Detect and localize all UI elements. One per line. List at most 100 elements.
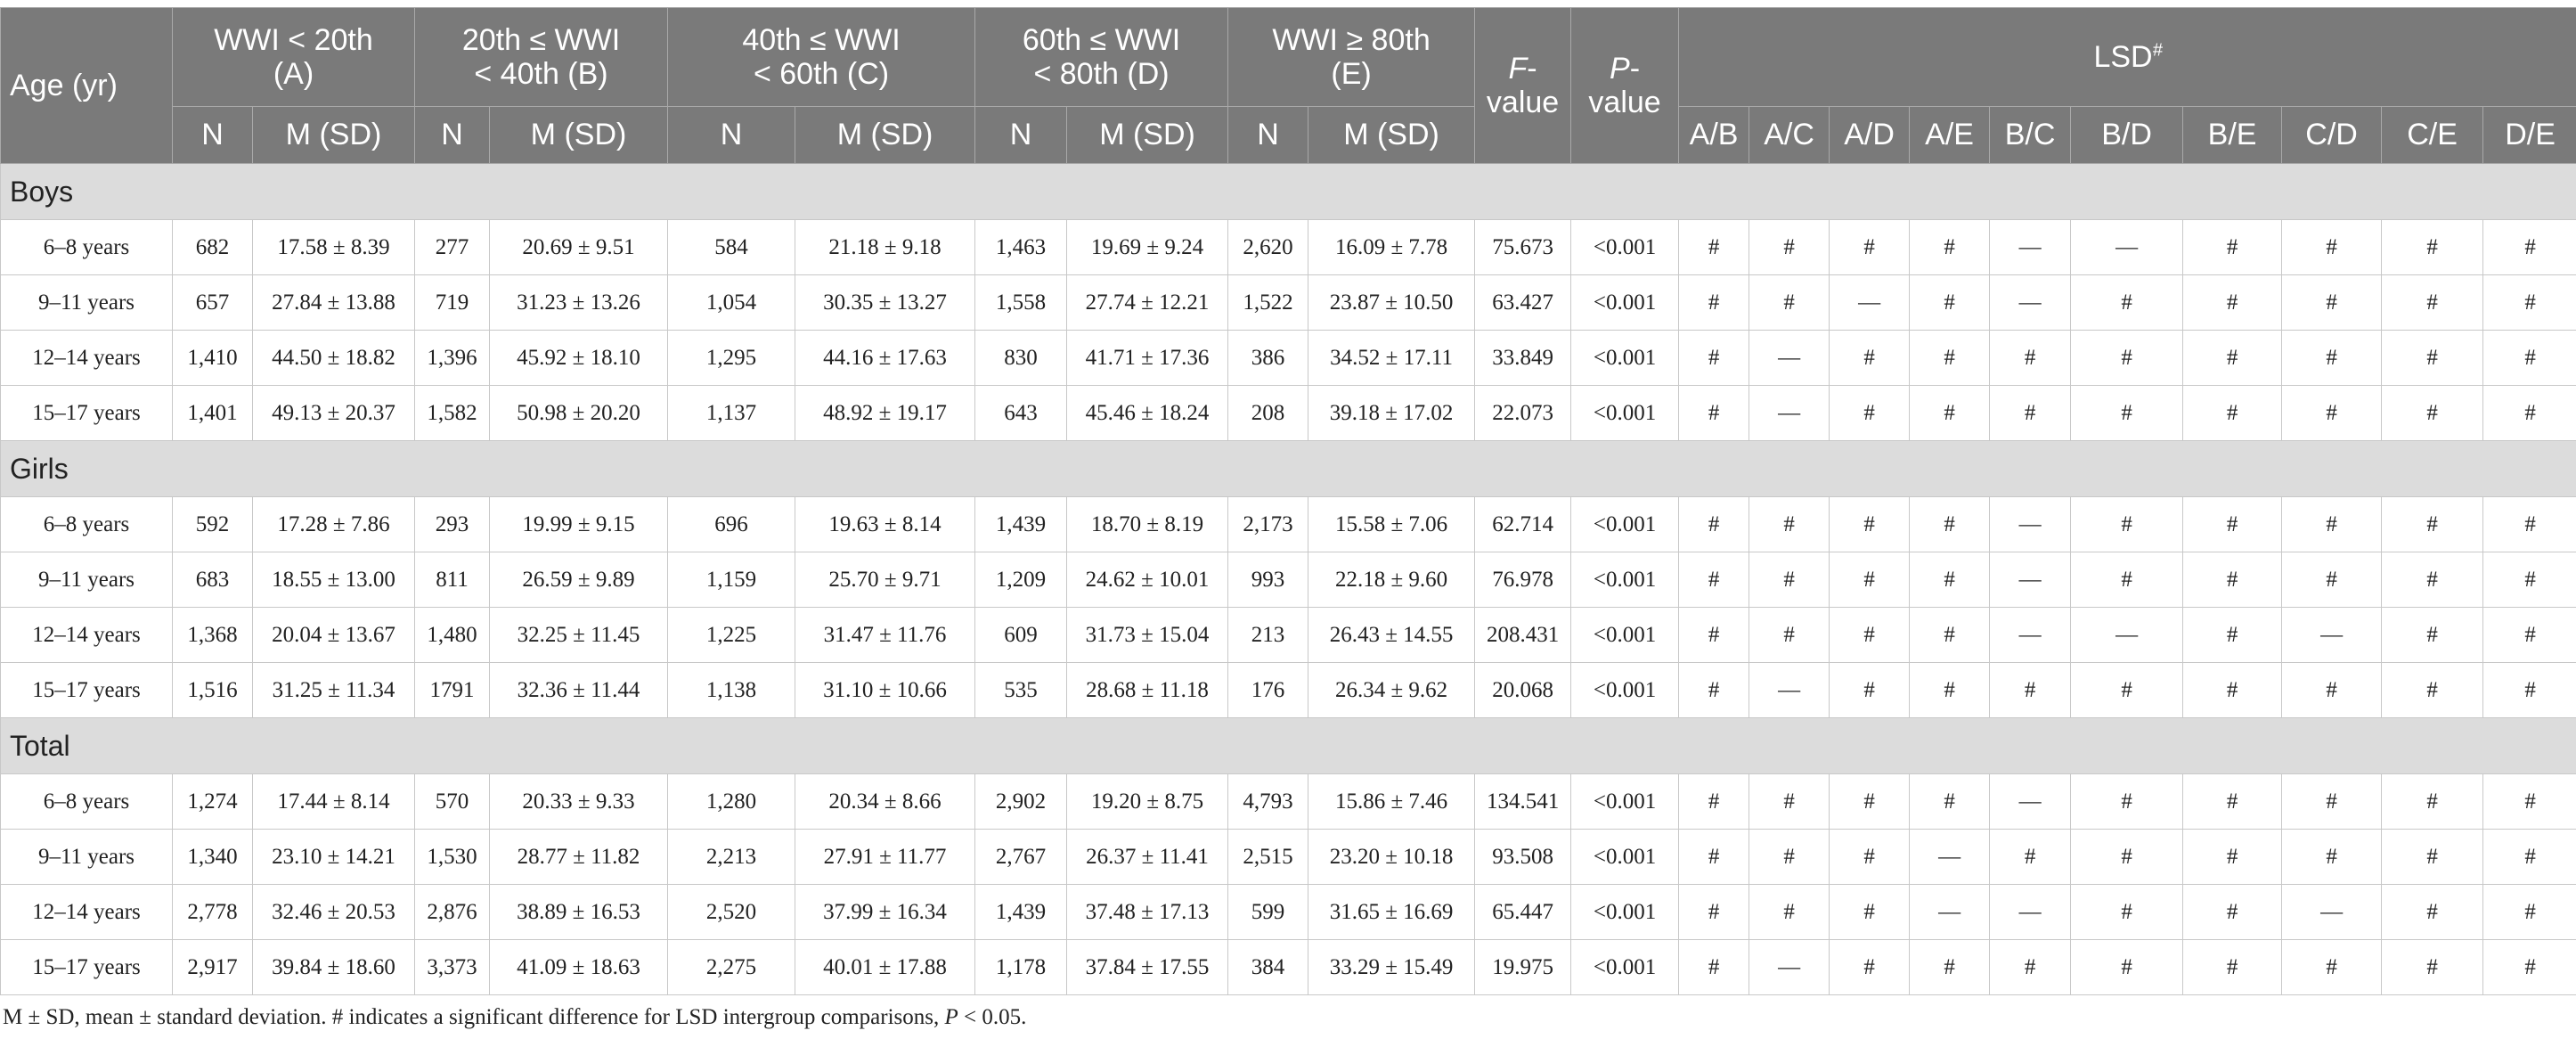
n-cell: 811	[414, 552, 490, 608]
lsd-cell: #	[2070, 330, 2184, 386]
lsd-cell: #	[1749, 884, 1830, 940]
lsd-cell: #	[2381, 939, 2484, 995]
header-comparison: B/D	[2070, 106, 2184, 164]
header-group-2: 40th ≤ WWI < 60th (C)	[667, 7, 976, 107]
lsd-cell: #	[2381, 219, 2484, 275]
table-row: 15–17 years 2,917 39.84 ± 18.60 3,373 41.09 …	[0, 939, 2576, 995]
msd-cell: 24.62 ± 10.01	[1066, 552, 1229, 608]
lsd-cell: —	[1909, 829, 1991, 885]
table-row: 6–8 years 1,274 17.44 ± 8.14 570 20.33 ± 9.3…	[0, 773, 2576, 830]
msd-cell: 15.58 ± 7.06	[1308, 496, 1476, 552]
msd-cell: 50.98 ± 20.20	[488, 385, 669, 441]
msd-cell: 31.10 ± 10.66	[795, 662, 976, 718]
n-cell: 683	[172, 552, 253, 608]
n-cell: 2,902	[974, 773, 1068, 830]
lsd-cell: —	[1989, 274, 2072, 331]
lsd-cell: #	[2281, 939, 2383, 995]
lsd-cell: #	[2281, 552, 2383, 608]
lsd-cell: #	[1829, 552, 1911, 608]
lsd-cell: #	[1749, 219, 1830, 275]
p-value-cell: <0.001	[1570, 884, 1680, 940]
p-value-cell: <0.001	[1570, 496, 1680, 552]
msd-cell: 22.18 ± 9.60	[1308, 552, 1476, 608]
p-value-cell: <0.001	[1570, 939, 1680, 995]
msd-cell: 15.86 ± 7.46	[1308, 773, 1476, 830]
n-cell: 1,516	[172, 662, 253, 718]
n-cell: 1,138	[667, 662, 796, 718]
lsd-cell: #	[1829, 829, 1911, 885]
n-cell: 1,558	[974, 274, 1068, 331]
msd-cell: 17.58 ± 8.39	[252, 219, 415, 275]
header-comparison: B/E	[2182, 106, 2283, 164]
msd-cell: 37.84 ± 17.55	[1066, 939, 1229, 995]
msd-cell: 19.99 ± 9.15	[488, 496, 669, 552]
n-cell: 2,173	[1227, 496, 1309, 552]
lsd-cell: #	[2070, 884, 2184, 940]
lsd-cell: #	[2482, 773, 2576, 830]
p-value-cell: <0.001	[1570, 773, 1680, 830]
lsd-cell: #	[2070, 552, 2184, 608]
lsd-cell: #	[1749, 552, 1830, 608]
header-p-rest: -value	[1588, 52, 1661, 119]
msd-cell: 19.69 ± 9.24	[1066, 219, 1229, 275]
lsd-cell: —	[2281, 607, 2383, 663]
age-cell: 6–8 years	[0, 773, 173, 830]
n-cell: 384	[1227, 939, 1309, 995]
lsd-cell: #	[2381, 662, 2484, 718]
f-value-cell: 20.068	[1474, 662, 1572, 718]
header-p-italic: P	[1610, 52, 1630, 86]
lsd-cell: —	[1749, 662, 1830, 718]
header-msd: M (SD)	[795, 106, 976, 164]
header-group-line2: (A)	[273, 57, 314, 91]
header-group-line1: 20th ≤ WWI	[461, 23, 621, 57]
table-row: 12–14 years 1,368 20.04 ± 13.67 1,480 32.25 …	[0, 607, 2576, 663]
lsd-cell: #	[1829, 773, 1911, 830]
n-cell: 3,373	[414, 939, 490, 995]
lsd-cell: #	[2182, 884, 2283, 940]
msd-cell: 32.25 ± 11.45	[488, 607, 669, 663]
msd-cell: 39.84 ± 18.60	[252, 939, 415, 995]
lsd-cell: —	[1989, 607, 2072, 663]
p-value-cell: <0.001	[1570, 552, 1680, 608]
msd-cell: 27.74 ± 12.21	[1066, 274, 1229, 331]
f-value-cell: 208.431	[1474, 607, 1572, 663]
n-cell: 599	[1227, 884, 1309, 940]
lsd-cell: #	[1909, 773, 1991, 830]
msd-cell: 26.59 ± 9.89	[488, 552, 669, 608]
header-group-line2: (E)	[1331, 57, 1372, 91]
msd-cell: 28.77 ± 11.82	[488, 829, 669, 885]
msd-cell: 23.20 ± 10.18	[1308, 829, 1476, 885]
msd-cell: 27.84 ± 13.88	[252, 274, 415, 331]
header-group-line1: 40th ≤ WWI	[742, 23, 901, 57]
msd-cell: 41.71 ± 17.36	[1066, 330, 1229, 386]
n-cell: 535	[974, 662, 1068, 718]
header-group-line2: < 40th (B)	[474, 57, 608, 91]
n-cell: 1,225	[667, 607, 796, 663]
msd-cell: 32.36 ± 11.44	[488, 662, 669, 718]
lsd-cell: #	[1678, 607, 1750, 663]
n-cell: 1,439	[974, 884, 1068, 940]
table-row: 15–17 years 1,401 49.13 ± 20.37 1,582 50.98 …	[0, 385, 2576, 441]
header-msd: M (SD)	[1308, 106, 1476, 164]
header-group-line1: 60th ≤ WWI	[1022, 23, 1181, 57]
f-value-cell: 93.508	[1474, 829, 1572, 885]
lsd-cell: #	[2281, 385, 2383, 441]
lsd-cell: #	[2182, 496, 2283, 552]
table-row: 9–11 years 683 18.55 ± 13.00 811 26.59 ± 9.8…	[0, 552, 2576, 608]
n-cell: 1,209	[974, 552, 1068, 608]
lsd-cell: #	[2482, 829, 2576, 885]
msd-cell: 31.47 ± 11.76	[795, 607, 976, 663]
n-cell: 176	[1227, 662, 1309, 718]
footnote-tail: < 0.05.	[958, 1005, 1027, 1029]
n-cell: 213	[1227, 607, 1309, 663]
section-label: Girls	[0, 440, 2576, 497]
lsd-cell: #	[2482, 552, 2576, 608]
header-lsd-sup: #	[2152, 40, 2163, 61]
lsd-cell: #	[2281, 330, 2383, 386]
section-row: Total	[0, 717, 2576, 774]
n-cell: 1,582	[414, 385, 490, 441]
n-cell: 386	[1227, 330, 1309, 386]
table-row: 12–14 years 1,410 44.50 ± 18.82 1,396 45.92 …	[0, 330, 2576, 386]
lsd-cell: #	[1678, 274, 1750, 331]
p-value-cell: <0.001	[1570, 829, 1680, 885]
